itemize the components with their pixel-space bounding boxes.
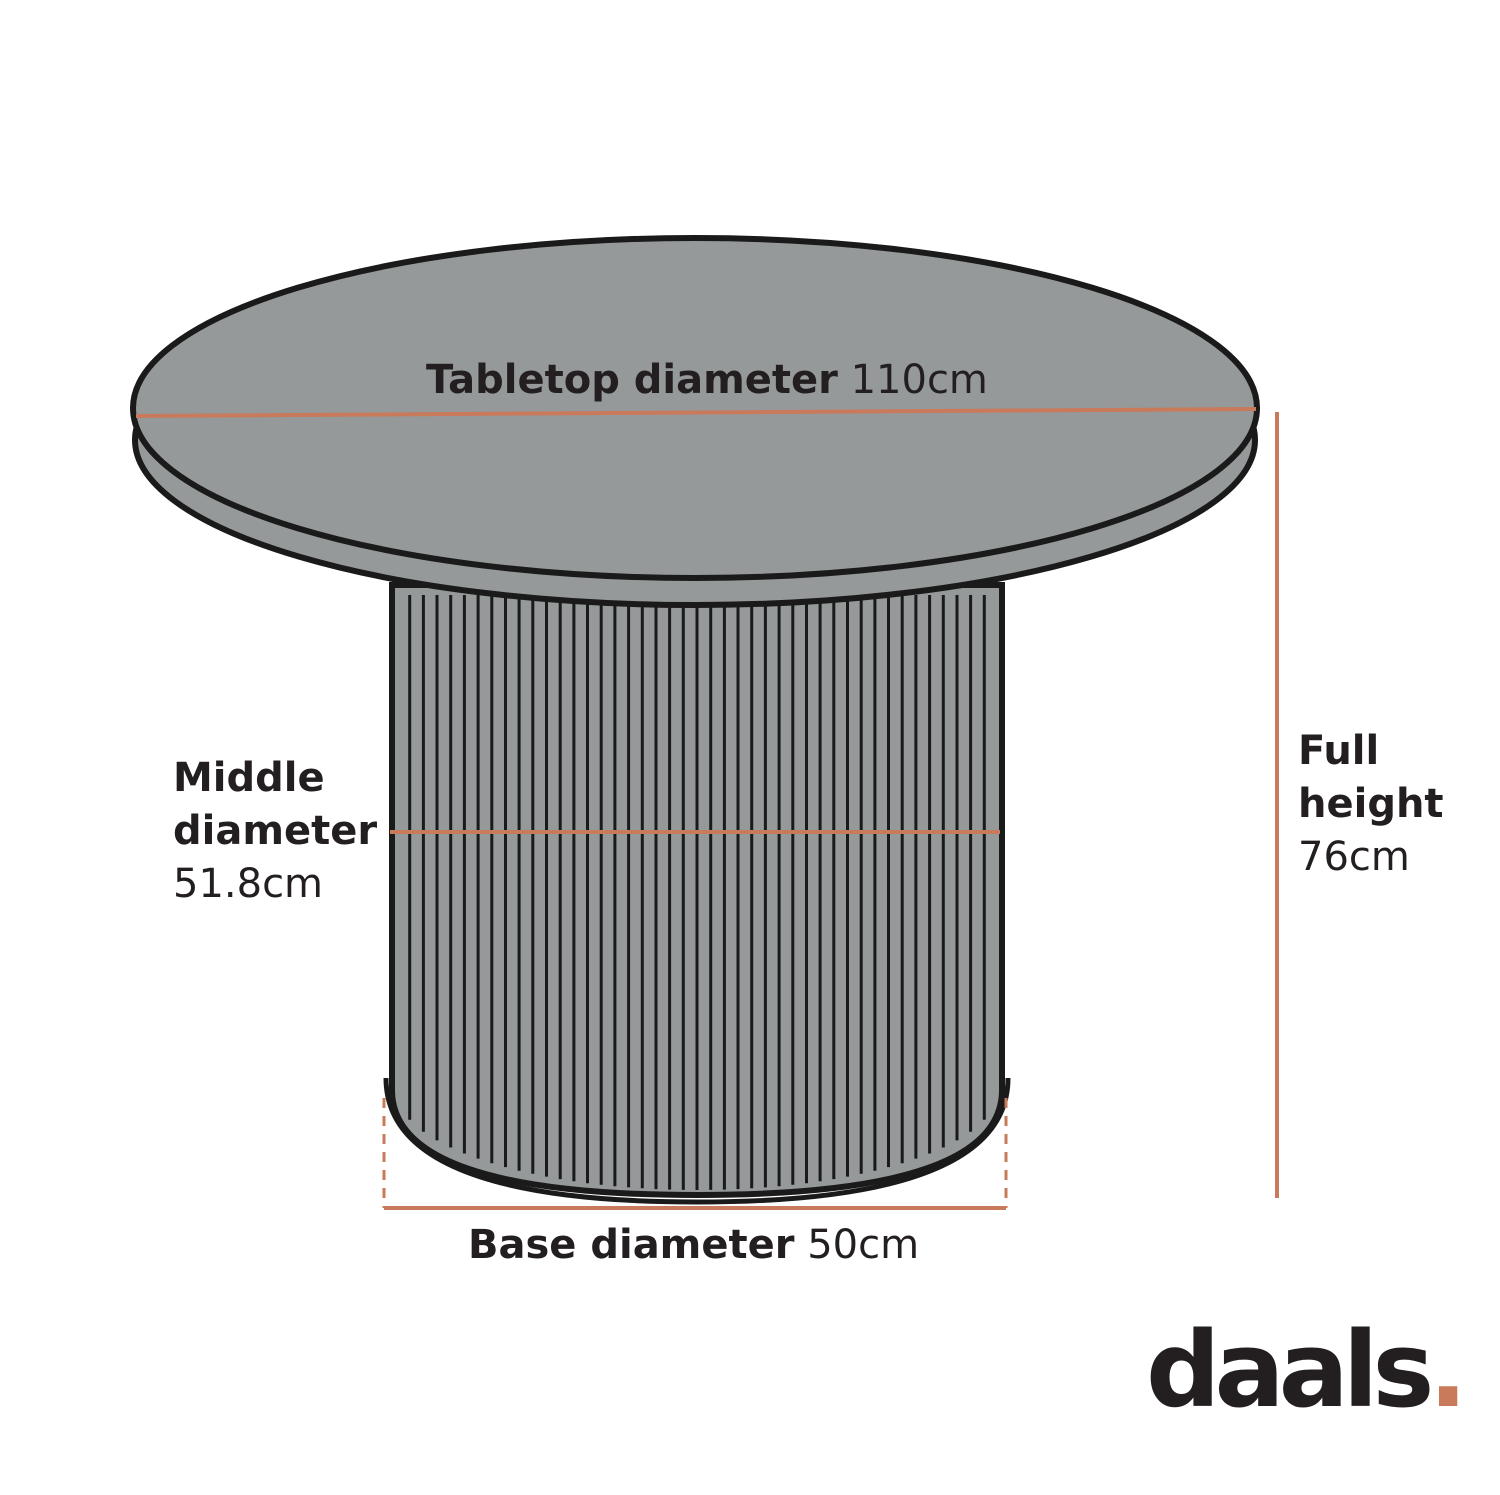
tabletop-diameter-label: Tabletop diameter 110cm [426, 357, 988, 403]
pedestal-bottom-edge [383, 1077, 1011, 1205]
pedestal-flutes [408, 595, 986, 1190]
base-diameter-label: Base diameter 50cm [468, 1222, 920, 1268]
tabletop-surface [130, 235, 1260, 581]
middle-diameter-label: Middle diameter 51.8cm [173, 755, 378, 907]
measurement-lines [135, 407, 1279, 1210]
brand-logo: daals. [1146, 1318, 1468, 1422]
pedestal [383, 582, 1011, 1205]
brand-logo-dot: . [1428, 1309, 1467, 1431]
full-height-label: Full height 76cm [1298, 728, 1444, 880]
tabletop-diameter-line [135, 407, 1257, 418]
tabletop [130, 235, 1260, 608]
brand-logo-word: daals [1146, 1309, 1434, 1431]
